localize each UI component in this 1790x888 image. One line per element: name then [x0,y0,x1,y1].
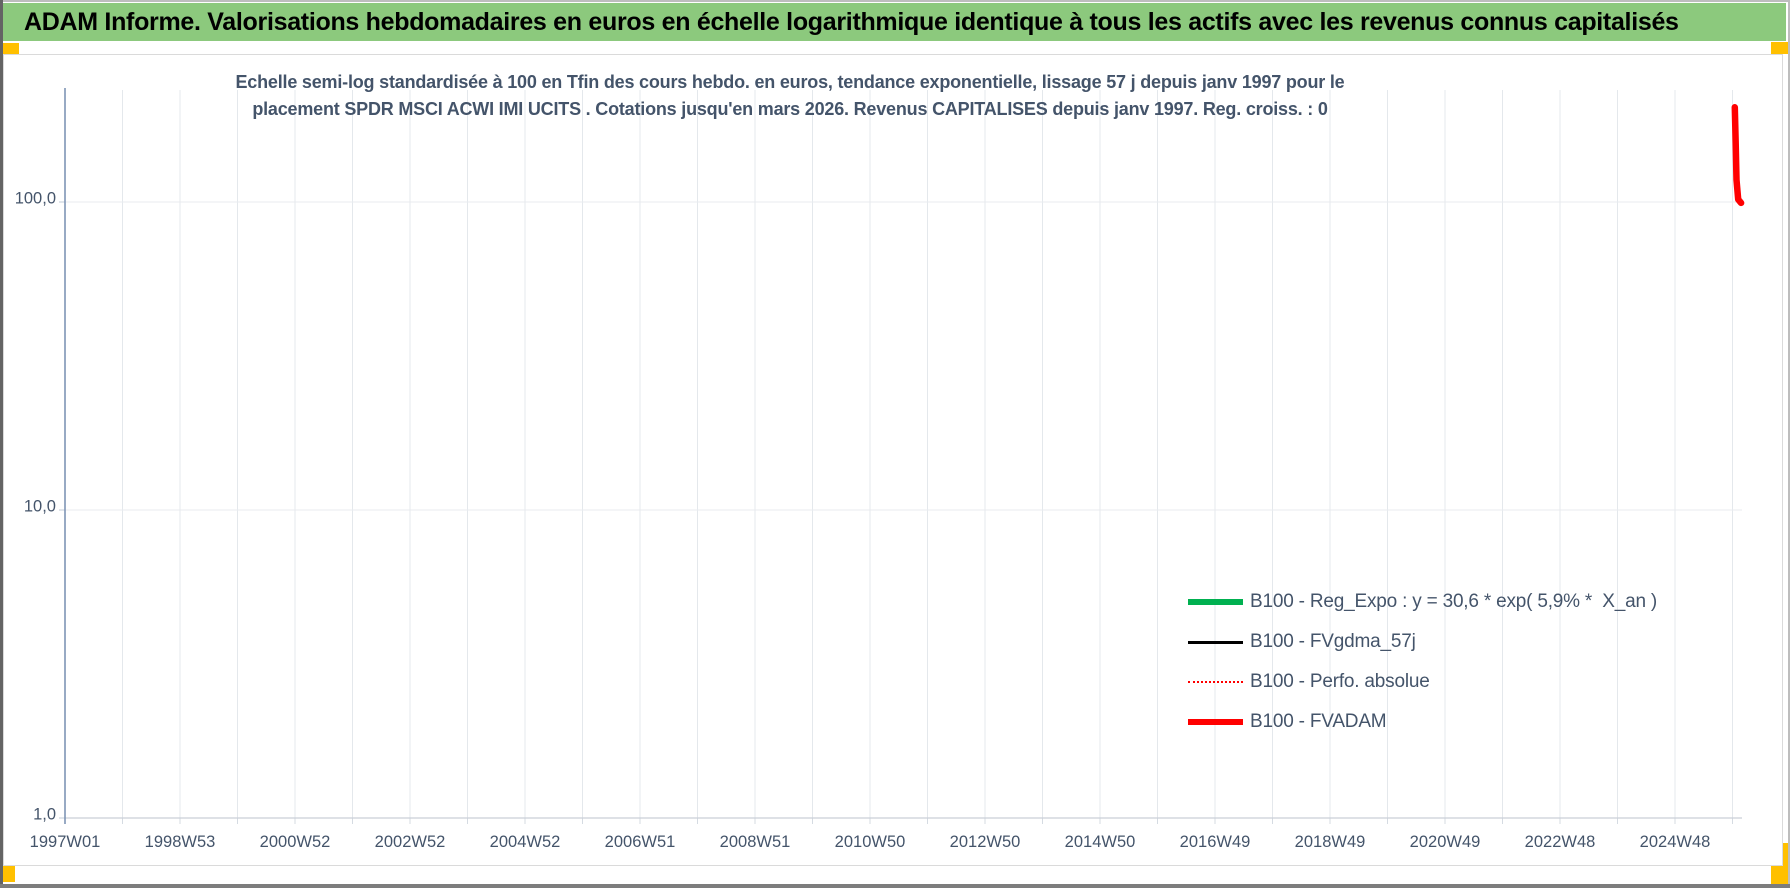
chart-legend[interactable]: B100 - Reg_Expo : y = 30,6 * exp( 5,9% *… [1188,582,1657,742]
legend-label: B100 - Perfo. absolue [1250,671,1430,692]
y-axis-tick-label: 100,0 [14,189,56,208]
banner-title: ADAM Informe. Valorisations hebdomadaire… [24,7,1679,36]
page-border-bottom [0,884,1790,888]
yellow-cell-marker-top-left [3,43,19,55]
legend-line-sample [1188,599,1243,605]
x-axis-tick-label: 2010W50 [834,833,906,851]
x-axis-tick-label: 2004W52 [489,833,561,851]
x-axis-tick-label: 2008W51 [719,833,791,851]
legend-item[interactable]: B100 - FVADAM [1188,702,1657,742]
x-axis-tick-label: 1998W53 [144,833,216,851]
legend-label: B100 - Reg_Expo : y = 30,6 * exp( 5,9% *… [1250,591,1658,612]
chart-title-line1: Echelle semi-log standardisée à 100 en T… [235,72,1345,92]
x-axis-tick-label: 2020W49 [1409,833,1481,851]
page-border-left [0,0,3,888]
x-axis-tick-label: 2022W48 [1524,833,1596,851]
chart-title: Echelle semi-log standardisée à 100 en T… [165,69,1415,123]
x-axis-tick-label: 2000W52 [259,833,331,851]
x-axis-tick-label: 2016W49 [1179,833,1251,851]
legend-item[interactable]: B100 - FVgdma_57j [1188,622,1657,662]
yellow-cell-marker-top-right [1771,42,1788,54]
legend-item[interactable]: B100 - Perfo. absolue [1188,662,1657,702]
page-border-right [1788,0,1790,888]
page-border-top [0,0,1790,2]
x-axis-tick-label: 2012W50 [949,833,1021,851]
banner-row[interactable]: ADAM Informe. Valorisations hebdomadaire… [3,3,1786,41]
chart-title-line2: placement SPDR MSCI ACWI IMI UCITS . Cot… [252,99,1328,119]
legend-line-sample [1188,640,1243,644]
legend-label: B100 - FVgdma_57j [1250,631,1416,652]
yellow-cell-marker-bottom-left [3,866,15,882]
legend-line-sample [1188,681,1243,683]
x-axis-tick-label: 2006W51 [604,833,676,851]
chart-object[interactable] [3,54,1783,866]
x-axis-tick-label: 2018W49 [1294,833,1366,851]
legend-label: B100 - FVADAM [1250,711,1387,732]
x-axis-tick-label: 1997W01 [29,833,101,851]
y-axis-tick-label: 10,0 [23,497,56,516]
legend-line-sample [1188,719,1243,725]
x-axis-tick-label: 2002W52 [374,833,446,851]
x-axis-tick-label: 2024W48 [1639,833,1711,851]
legend-item[interactable]: B100 - Reg_Expo : y = 30,6 * exp( 5,9% *… [1188,582,1657,622]
x-axis-tick-label: 2014W50 [1064,833,1136,851]
y-axis-tick-label: 1,0 [33,805,56,824]
